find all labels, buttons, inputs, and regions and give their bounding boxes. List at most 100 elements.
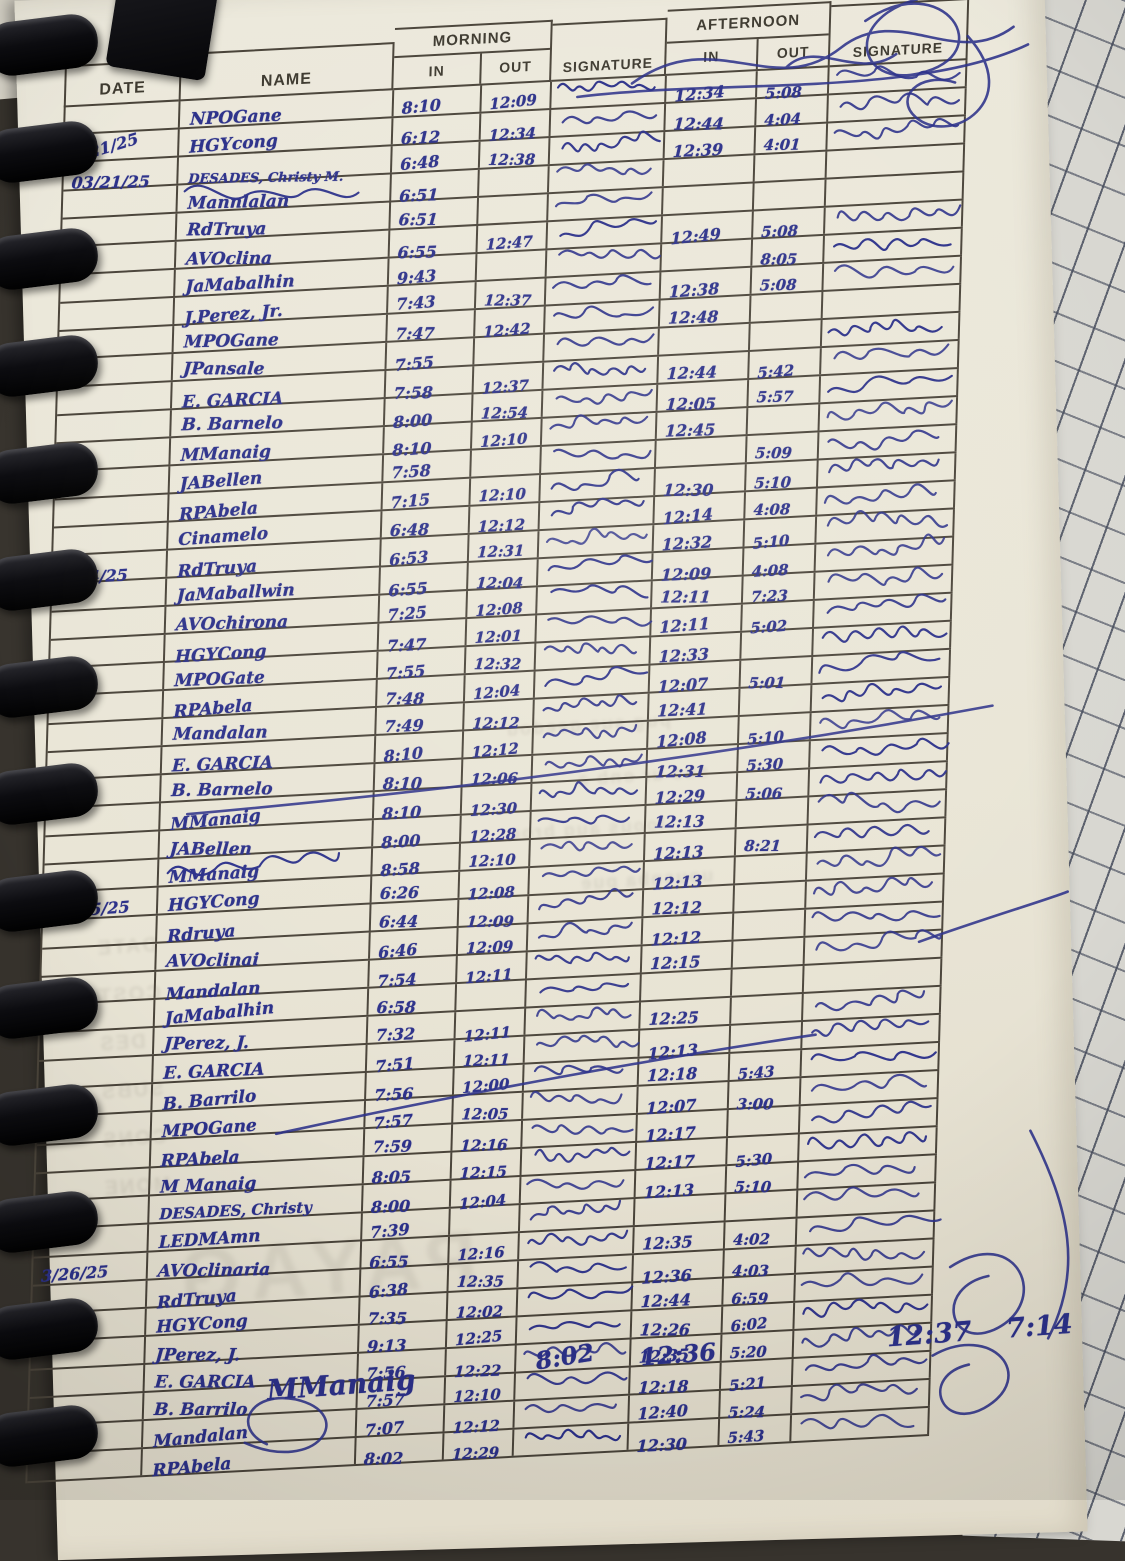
cell-afternoon-out — [755, 151, 828, 182]
signature-scribble — [526, 1178, 625, 1190]
cell-signature-morning — [539, 497, 655, 530]
signature-scribble — [809, 1214, 943, 1233]
signature-scribble — [561, 130, 661, 153]
signature-scribble — [811, 1100, 933, 1124]
cell-morning-in: 6:12 — [393, 113, 482, 148]
handwritten-time: 12:25 — [647, 1007, 699, 1029]
signature-scribble — [816, 845, 942, 867]
signature-scribble — [802, 1246, 926, 1261]
signature-scribble — [833, 343, 950, 360]
signature-scribble — [544, 666, 649, 687]
cell-morning-out: 12:10 — [445, 1373, 516, 1406]
signature-scribble — [555, 388, 653, 405]
cell-morning-out — [478, 194, 549, 224]
cell-afternoon-in: 12:12 — [643, 885, 736, 918]
cell-signature-morning — [535, 637, 651, 670]
cell-afternoon-out: 5:43 — [719, 1415, 793, 1447]
handwritten-time: 7:58 — [391, 460, 432, 483]
handwritten-time: 5:20 — [730, 1342, 768, 1363]
cell-morning-in: 6:48 — [382, 506, 471, 540]
cell-afternoon-out: 8:05 — [752, 235, 826, 269]
cell-morning-in: 7:49 — [376, 703, 465, 736]
handwritten-time: 8:10 — [401, 95, 442, 118]
cell-morning-in: 7:15 — [382, 478, 472, 512]
cell-afternoon-in: 12:09 — [652, 548, 745, 585]
signature-scribble — [529, 1261, 627, 1274]
cell-afternoon-in: 12:05 — [657, 379, 750, 414]
binding-loop — [0, 760, 101, 828]
cell-signature-afternoon — [807, 845, 946, 880]
signature-scribble — [551, 274, 652, 289]
signature-scribble — [556, 163, 652, 176]
signature-scribble — [556, 333, 655, 347]
cell-afternoon-out: 6:59 — [723, 1274, 797, 1308]
signature-scribble — [804, 1163, 917, 1179]
cell-morning-out: 12:08 — [459, 868, 531, 904]
handwritten-time: 8:21 — [743, 836, 783, 856]
cell-signature-afternoon — [792, 1379, 931, 1414]
cell-afternoon-in: 12:26 — [631, 1306, 724, 1339]
cell-signature-afternoon — [805, 902, 944, 936]
cell-afternoon-in: 12:30 — [628, 1418, 721, 1456]
cell-signature-morning — [519, 1227, 635, 1260]
cell-morning-out — [450, 1205, 521, 1235]
table-row: Rdruya 6:44 12:09 12:12 — [42, 874, 945, 950]
signature-scribble — [811, 1073, 928, 1092]
cell-afternoon-in: 12:29 — [646, 773, 739, 808]
header-morning-out-label: OUT — [499, 57, 533, 76]
cell-signature-afternoon — [812, 677, 951, 712]
cell-morning-out: 12:16 — [452, 1120, 523, 1155]
signature-scribble — [811, 910, 941, 922]
cell-morning-in: 8:00 — [385, 394, 474, 432]
handwritten-time: 4:02 — [733, 1229, 771, 1250]
cell-afternoon-out — [730, 1022, 804, 1052]
signature-scribble — [553, 305, 654, 319]
header-morning-group: MORNING IN OUT — [393, 19, 553, 91]
cell-afternoon-out: 8:21 — [736, 825, 809, 856]
handwritten-time: 4:01 — [763, 135, 802, 155]
cell-afternoon-out: 4:08 — [745, 488, 819, 520]
cell-signature-afternoon — [816, 509, 955, 543]
cell-morning-out: 12:04 — [450, 1176, 522, 1213]
cell-afternoon-in: 12:07 — [637, 1081, 731, 1118]
handwritten-time: 6:48 — [400, 151, 440, 175]
table-row: JaMaballwin 6:55 12:04 12:09 4:08 — [51, 533, 955, 613]
table-row: J.Perez, Jr. 7:43 12:37 12:38 5:08 — [59, 256, 962, 332]
cell-afternoon-out: 5:10 — [739, 713, 812, 749]
cell-signature-morning — [515, 1339, 632, 1372]
signature-scribble — [810, 1050, 938, 1062]
cell-signature-morning — [520, 1170, 636, 1204]
cell-signature-morning — [538, 525, 655, 558]
cell-afternoon-in: 12:39 — [664, 127, 757, 161]
crossout-scribble — [183, 184, 360, 200]
signature-scribble — [826, 593, 947, 614]
binding-loop — [0, 653, 101, 721]
cell-morning-in: 8:10 — [393, 85, 483, 118]
signature-scribble — [534, 1146, 631, 1163]
handwritten-time: 4:08 — [753, 500, 792, 520]
cell-signature-afternoon — [813, 621, 952, 655]
cell-morning-out: 12:29 — [443, 1429, 515, 1464]
cell-afternoon-out — [734, 881, 808, 912]
cell-morning-out: 12:37 — [476, 278, 547, 310]
binding-loop — [0, 332, 101, 400]
cell-morning-out: 12:31 — [468, 531, 540, 561]
cell-afternoon-in: 12:17 — [636, 1110, 730, 1146]
header-afternoon-out-label: OUT — [776, 43, 810, 62]
cell-morning-out: 12:12 — [463, 727, 534, 762]
cell-afternoon-in: 12:17 — [636, 1138, 729, 1173]
table-row: JPerez, J. 7:32 12:11 12:25 — [39, 986, 942, 1063]
signature-scribble — [538, 887, 634, 911]
cell-morning-out: 12:38 — [479, 138, 551, 169]
binding-loop — [0, 1402, 101, 1470]
cell-afternoon-out — [731, 993, 805, 1024]
cell-morning-out: 12:04 — [465, 671, 536, 703]
cell-morning-in: 7:58 — [385, 366, 475, 403]
cell-afternoon-out: 4:04 — [756, 95, 830, 129]
cell-afternoon-in: 12:11 — [651, 576, 745, 608]
signature-scribble — [801, 1272, 924, 1288]
signature-scribble — [526, 1371, 628, 1386]
cell-morning-out: 12:54 — [472, 390, 544, 423]
attendance-sheet-page: PAYAG DATE COST DES SUBS CONS MONE pug sue qeed… — [14, 0, 1088, 1561]
cell-morning-in: 6:55 — [361, 1236, 451, 1272]
